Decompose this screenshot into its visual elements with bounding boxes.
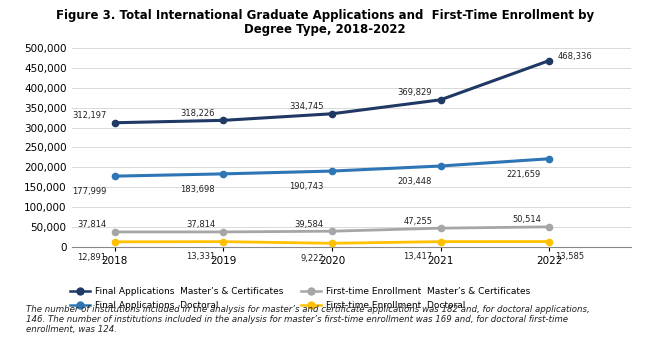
Text: 13,585: 13,585 xyxy=(554,252,584,261)
Legend: Final Applications  Master’s & Certificates, Final Applications  Doctoral, First: Final Applications Master’s & Certificat… xyxy=(70,287,530,310)
Text: 190,743: 190,743 xyxy=(289,182,324,191)
Text: Degree Type, 2018-2022: Degree Type, 2018-2022 xyxy=(244,23,406,36)
Text: 13,417: 13,417 xyxy=(403,252,432,261)
Text: 12,891: 12,891 xyxy=(77,252,107,262)
Text: 50,514: 50,514 xyxy=(512,215,541,224)
Text: 318,226: 318,226 xyxy=(181,109,215,118)
Text: 468,336: 468,336 xyxy=(558,52,592,61)
Text: 47,255: 47,255 xyxy=(403,217,432,226)
Text: 183,698: 183,698 xyxy=(181,185,215,194)
Text: 37,814: 37,814 xyxy=(186,221,215,229)
Text: 39,584: 39,584 xyxy=(294,220,324,229)
Text: 37,814: 37,814 xyxy=(77,221,107,229)
Text: 9,222: 9,222 xyxy=(300,254,324,263)
Text: 369,829: 369,829 xyxy=(398,88,432,97)
Text: 312,197: 312,197 xyxy=(72,111,107,120)
Text: 203,448: 203,448 xyxy=(398,177,432,186)
Text: 334,745: 334,745 xyxy=(289,102,324,111)
Text: 177,999: 177,999 xyxy=(72,187,107,196)
Text: The number of institutions included in the analysis for master’s and certificate: The number of institutions included in t… xyxy=(26,305,590,334)
Text: 221,659: 221,659 xyxy=(506,169,541,179)
Text: 13,331: 13,331 xyxy=(186,252,215,261)
Text: Figure 3. Total International Graduate Applications and  First-Time Enrollment b: Figure 3. Total International Graduate A… xyxy=(56,9,594,22)
